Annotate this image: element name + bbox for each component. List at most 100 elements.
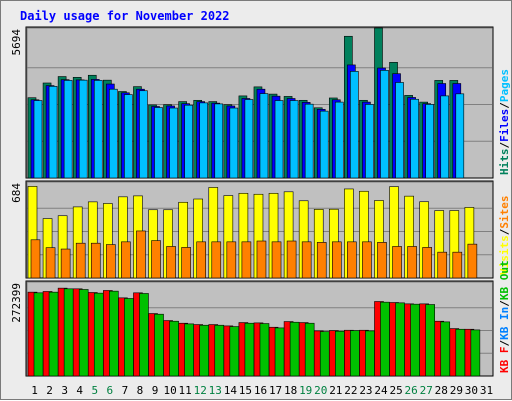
x-tick-label-day-18: 18 — [284, 384, 297, 397]
legend-item: Visits — [498, 235, 511, 275]
x-tick-label-day-20: 20 — [314, 384, 327, 397]
bar-sites-day-29 — [452, 251, 463, 279]
x-tick-label-day-29: 29 — [450, 384, 463, 397]
legend-item: / — [498, 340, 511, 347]
bar-kb-out-day-10 — [169, 320, 179, 377]
chart-panels: 5694Hits/Files/Pages684Visits/Sites27239… — [10, 26, 511, 377]
x-axis-labels: 1 2 3 4 5 6 7 8 9 10 11 12 13 14 15 16 17 18 19 20 21 22 23 24 2… — [31, 384, 493, 397]
bar-kb-out-day-9 — [154, 313, 164, 377]
bar-kb-out-day-8 — [139, 293, 149, 377]
bar-pages-day-16 — [259, 93, 269, 179]
bar-sites-day-11 — [181, 247, 191, 279]
bar-pages-day-25 — [395, 82, 404, 179]
bar-kb-out-day-26 — [410, 303, 420, 377]
bar-kb-out-day-2 — [48, 291, 59, 377]
legend-item: / — [498, 300, 511, 307]
bar-kb-out-day-29 — [455, 328, 466, 377]
bar-pages-day-10 — [169, 107, 178, 179]
bar-sites-day-6 — [106, 244, 116, 279]
bar-pages-day-27 — [425, 104, 434, 179]
x-tick-label-day-14: 14 — [224, 384, 238, 397]
bar-kb-out-day-13 — [214, 324, 225, 377]
x-tick-label-day-16: 16 — [254, 384, 267, 397]
bar-kb-out-day-25 — [395, 302, 405, 377]
bar-sites-day-24 — [377, 242, 387, 279]
x-tick-label-day-17: 17 — [269, 384, 282, 397]
legend-item: KB Out — [498, 260, 511, 300]
legend-item: Files — [498, 109, 511, 142]
bar-kb-out-day-16 — [259, 323, 270, 377]
x-tick-label-day-31: 31 — [480, 384, 493, 397]
bar-pages-day-8 — [139, 90, 148, 179]
legend-item: Pages — [498, 69, 511, 102]
bar-sites-day-22 — [347, 241, 357, 279]
bar-kb-out-day-23 — [365, 330, 375, 377]
bar-kb-out-day-17 — [274, 327, 285, 377]
x-tick-label-day-22: 22 — [344, 384, 357, 397]
bar-sites-day-7 — [121, 241, 131, 279]
bar-pages-day-28 — [440, 95, 450, 179]
bar-kb-out-day-19 — [304, 322, 315, 377]
bar-kb-out-day-22 — [350, 330, 360, 377]
x-tick-label-day-3: 3 — [61, 384, 68, 397]
x-tick-label-day-10: 10 — [163, 384, 176, 397]
bar-kb-out-day-21 — [334, 330, 345, 377]
bar-pages-day-22 — [350, 71, 359, 179]
bar-kb-out-day-15 — [244, 322, 255, 377]
bar-kb-out-day-27 — [425, 304, 435, 377]
bar-pages-day-17 — [274, 100, 284, 179]
bar-kb-out-day-3 — [63, 288, 74, 377]
legend-item: Hits — [498, 149, 511, 176]
y-max-label-kbytes: 272399 — [10, 283, 23, 323]
bar-sites-day-9 — [151, 240, 161, 279]
bar-pages-day-13 — [214, 103, 224, 179]
bar-kb-out-day-1 — [33, 292, 44, 377]
bar-sites-day-23 — [362, 241, 372, 279]
bar-pages-day-20 — [319, 110, 329, 179]
bar-pages-day-4 — [78, 79, 88, 179]
x-tick-label-day-7: 7 — [122, 384, 129, 397]
bar-pages-day-15 — [244, 99, 254, 179]
bar-kb-out-day-20 — [319, 331, 330, 377]
bar-sites-day-2 — [45, 247, 56, 279]
bar-sites-day-26 — [407, 246, 417, 279]
x-tick-label-day-4: 4 — [76, 384, 83, 397]
bar-pages-day-1 — [33, 100, 43, 179]
bar-kb-out-day-30 — [470, 329, 481, 377]
bar-sites-day-5 — [90, 242, 101, 279]
bar-pages-day-14 — [229, 107, 239, 179]
x-tick-label-day-2: 2 — [46, 384, 53, 397]
bar-sites-day-3 — [60, 248, 71, 279]
bar-sites-day-27 — [422, 247, 432, 279]
bar-sites-day-20 — [316, 242, 327, 279]
bar-pages-day-29 — [455, 93, 465, 179]
x-tick-label-day-13: 13 — [209, 384, 222, 397]
chart-title: Daily usage for November 2022 — [20, 9, 230, 23]
y-max-label-hits-files-pages: 5694 — [10, 29, 23, 56]
bar-sites-day-30 — [467, 243, 478, 279]
legend-visits-sites: Visits/Sites — [498, 196, 511, 276]
bar-sites-day-1 — [30, 239, 41, 279]
bar-kb-out-day-24 — [380, 301, 390, 377]
bar-pages-day-12 — [199, 102, 209, 179]
bar-pages-day-6 — [109, 88, 118, 179]
series-sites — [30, 230, 478, 279]
bar-kb-out-day-7 — [124, 298, 134, 377]
bar-sites-day-19 — [301, 241, 312, 279]
x-tick-label-day-19: 19 — [299, 384, 312, 397]
x-tick-label-day-11: 11 — [179, 384, 192, 397]
legend-item: / — [498, 102, 511, 109]
x-tick-label-day-23: 23 — [359, 384, 372, 397]
bar-kb-out-day-11 — [184, 323, 194, 377]
bar-pages-day-19 — [304, 103, 314, 179]
bar-pages-day-21 — [334, 101, 344, 179]
bar-pages-day-9 — [154, 107, 163, 179]
bar-pages-day-7 — [124, 94, 133, 179]
bar-kb-out-day-6 — [109, 290, 119, 377]
series-pages — [33, 70, 465, 179]
x-tick-label-day-1: 1 — [31, 384, 38, 397]
bar-pages-day-24 — [380, 70, 389, 179]
